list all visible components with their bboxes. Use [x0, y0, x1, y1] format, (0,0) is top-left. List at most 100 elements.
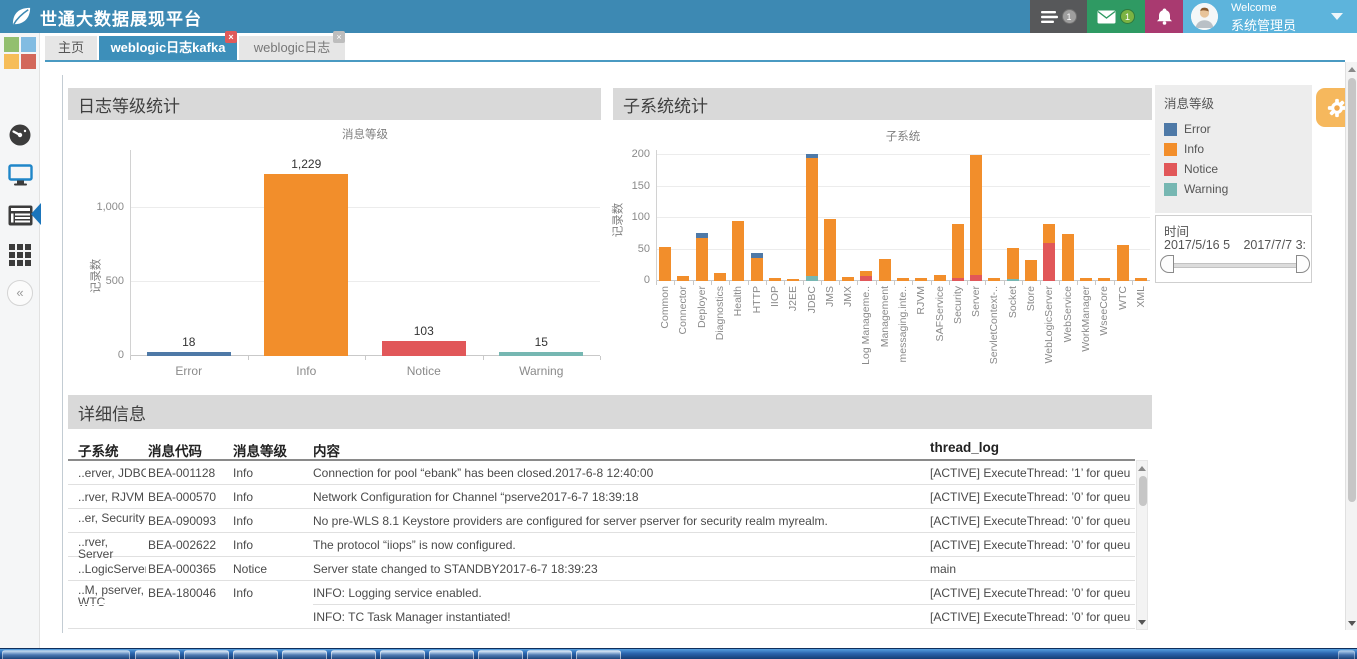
x-category-label: WebLogicServer: [1043, 286, 1056, 364]
axis-tick: [948, 281, 950, 285]
taskbar-button[interactable]: [429, 650, 474, 659]
table-row[interactable]: INFO: TC Task Manager instantiated! [ACTI…: [68, 604, 1135, 629]
stacked-bar-common[interactable]: [659, 246, 672, 281]
bar-segment-error: [750, 253, 763, 259]
stacked-bar-webservice[interactable]: [1061, 233, 1074, 281]
page-scrollbar[interactable]: [1345, 62, 1357, 630]
taskbar-button[interactable]: [331, 650, 376, 659]
chart-bar-notice[interactable]: [381, 340, 466, 356]
stacked-bar-store[interactable]: [1025, 260, 1038, 281]
legend-item-error[interactable]: Error: [1164, 119, 1312, 139]
stacked-bar-rjvm[interactable]: [915, 277, 928, 281]
tab-weblogic[interactable]: weblogic日志 ×: [239, 31, 345, 60]
windows-taskbar[interactable]: [0, 648, 1357, 659]
tab-close-icon[interactable]: ×: [225, 31, 237, 43]
x-category-label: Management: [878, 286, 891, 348]
taskbar-button[interactable]: [380, 650, 425, 659]
log-level-chart[interactable]: [130, 140, 600, 356]
time-slider-track[interactable]: [1168, 263, 1300, 268]
x-category-label: WTC: [1116, 286, 1129, 310]
table-row[interactable]: ..rver, Server BEA-002622 Info The protocol…: [68, 533, 1135, 560]
time-slider-handle-end[interactable]: [1296, 255, 1310, 273]
table-cell: Info: [233, 538, 254, 552]
scroll-up-icon[interactable]: [1137, 461, 1147, 475]
stacked-bar-http[interactable]: [750, 253, 763, 281]
stacked-bar-jms[interactable]: [823, 219, 836, 281]
stacked-bar-deployer[interactable]: [695, 233, 708, 281]
legend-item-notice[interactable]: Notice: [1164, 159, 1312, 179]
tab-weblogic-kafka[interactable]: weblogic日志kafka ×: [99, 31, 237, 60]
stacked-bar-security[interactable]: [951, 224, 964, 281]
taskbar-quicklaunch[interactable]: [2, 650, 130, 659]
table-row[interactable]: ..rver, RJVM BEA-000570 Info Network Config…: [68, 485, 1135, 509]
chart-bar-warning[interactable]: [499, 352, 584, 356]
tab-weblogic-kafka-label: weblogic日志kafka: [110, 40, 226, 55]
stacked-bar-diagnostics[interactable]: [714, 273, 727, 281]
sidebar-item-grid[interactable]: [0, 235, 40, 275]
stacked-bar-messaging-inte-[interactable]: [897, 278, 909, 281]
stacked-bar-server[interactable]: [970, 155, 983, 281]
stacked-bar-socket[interactable]: [1006, 247, 1019, 281]
scroll-down-icon[interactable]: [1137, 615, 1147, 629]
report-list-icon: [8, 205, 32, 225]
scroll-up-icon[interactable]: [1346, 62, 1357, 76]
taskbar-button[interactable]: [282, 650, 327, 659]
legend-label: Error: [1184, 122, 1211, 136]
stacked-bar-jmx[interactable]: [842, 277, 855, 281]
chart-bar-error[interactable]: [146, 352, 231, 356]
stacked-bar-j2ee[interactable]: [787, 279, 800, 281]
chart-bar-info[interactable]: [264, 174, 349, 356]
stacked-bar-wtc[interactable]: [1116, 245, 1129, 281]
tab-close-icon[interactable]: ×: [333, 31, 345, 43]
bar-segment-info: [1098, 278, 1111, 281]
table-row[interactable]: ..M, pserver, WTC BEA-180046 Info INFO: Log…: [68, 581, 1135, 608]
sidebar-item-reports[interactable]: [0, 195, 41, 235]
stacked-bar-wseecore[interactable]: [1098, 278, 1111, 281]
stacked-bar-workmanager[interactable]: [1079, 277, 1092, 281]
table-row[interactable]: ..er, Security BEA-090093 Info No pre-WLS 8…: [68, 509, 1135, 533]
table-scrollbar[interactable]: [1136, 460, 1148, 630]
scroll-down-icon[interactable]: [1346, 616, 1357, 630]
taskbar-button[interactable]: [527, 650, 572, 659]
stacked-bar-iiop[interactable]: [768, 278, 781, 281]
gridline: [656, 154, 1150, 155]
taskbar-button[interactable]: [233, 650, 278, 659]
table-row[interactable]: ..erver, JDBC BEA-001128 Info Connection fo…: [68, 461, 1135, 485]
sidebar-item-dashboard[interactable]: [0, 115, 40, 155]
taskbar-button[interactable]: [576, 650, 621, 659]
page-scrollbar-thumb[interactable]: [1348, 78, 1356, 502]
time-slider-handle-start[interactable]: [1160, 255, 1174, 273]
legend-item-warning[interactable]: Warning: [1164, 179, 1312, 199]
stacked-bar-servletcontext-[interactable]: [988, 277, 1001, 281]
legend-item-info[interactable]: Info: [1164, 139, 1312, 159]
bar-segment-info: [823, 219, 836, 281]
tab-home[interactable]: 主页: [45, 36, 97, 60]
stacked-bar-weblogicserver[interactable]: [1043, 223, 1056, 281]
stacked-bar-log-manageme-[interactable]: [860, 270, 873, 281]
taskbar-show-desktop[interactable]: [1338, 650, 1355, 659]
sidebar-collapse-button[interactable]: «: [7, 280, 33, 306]
user-menu[interactable]: Welcome 系统管理员: [1183, 0, 1357, 33]
taskbar-button[interactable]: [184, 650, 229, 659]
stacked-bar-connector[interactable]: [677, 275, 690, 281]
taskbar-button[interactable]: [478, 650, 523, 659]
axis-tick: [894, 281, 895, 285]
stacked-bar-jdbc[interactable]: [805, 153, 818, 281]
stacked-bar-health[interactable]: [732, 221, 745, 281]
panel-title-detail: 详细信息: [68, 395, 1152, 429]
table-scrollbar-thumb[interactable]: [1139, 476, 1147, 506]
menu-button[interactable]: 1: [1030, 0, 1087, 33]
stacked-bar-management[interactable]: [878, 258, 891, 281]
sidebar-item-monitor[interactable]: [0, 155, 40, 195]
table-cell: BEA-000365: [148, 562, 217, 576]
taskbar-button[interactable]: [135, 650, 180, 659]
notification-button[interactable]: [1145, 0, 1183, 33]
y-tick-label: 200: [631, 148, 650, 160]
mail-button[interactable]: 1: [1087, 0, 1145, 33]
active-item-indicator: [31, 203, 41, 225]
legend-label: Info: [1184, 142, 1205, 156]
subsystem-chart[interactable]: [656, 150, 1150, 281]
table-row[interactable]: ..LogicServer BEA-000365 Notice Server stat…: [68, 557, 1135, 581]
stacked-bar-xml[interactable]: [1134, 278, 1147, 281]
stacked-bar-safservice[interactable]: [933, 274, 946, 281]
